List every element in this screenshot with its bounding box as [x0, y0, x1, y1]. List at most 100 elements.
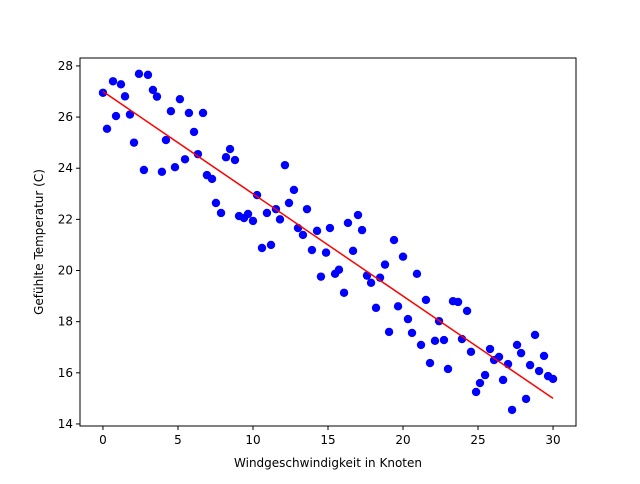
x-tick-label: 10: [245, 433, 260, 447]
scatter-point: [453, 297, 463, 307]
scatter-point: [193, 149, 203, 159]
scatter-point: [425, 358, 435, 368]
scatter-point: [302, 204, 312, 214]
scatter-point: [357, 225, 367, 235]
scatter-point: [230, 155, 240, 165]
scatter-point: [443, 364, 453, 374]
scatter-point: [516, 348, 526, 358]
scatter-point: [257, 243, 267, 253]
y-tick-label: 18: [58, 315, 73, 329]
scatter-point: [393, 302, 403, 311]
y-axis-label: Gefühlte Temperatur (C): [32, 169, 46, 315]
y-tick-label: 20: [58, 264, 73, 278]
scatter-point: [498, 375, 508, 385]
scatter-point: [530, 330, 540, 340]
scatter-point: [416, 340, 426, 350]
scatter-point: [143, 70, 153, 80]
scatter-point: [480, 370, 490, 380]
scatter-point: [343, 218, 353, 228]
scatter-point: [139, 165, 149, 175]
scatter-point: [321, 248, 331, 257]
scatter-point: [289, 185, 299, 195]
scatter-point: [262, 208, 272, 218]
scatter-point: [430, 336, 440, 346]
scatter-point: [248, 216, 258, 226]
fit-line: [102, 90, 554, 400]
scatter-point: [221, 153, 231, 162]
y-tick-label: 26: [58, 110, 73, 124]
scatter-point: [371, 303, 381, 313]
scatter-point: [184, 108, 194, 118]
scatter-point: [471, 387, 481, 397]
scatter-point: [466, 347, 476, 357]
scatter-point: [284, 198, 294, 208]
scatter-point: [384, 327, 394, 337]
scatter-point: [389, 235, 399, 245]
x-tick-label: 20: [395, 433, 410, 447]
scatter-point: [189, 127, 199, 137]
x-tick-label: 5: [174, 433, 182, 447]
scatter-point: [534, 366, 544, 376]
scatter-point: [380, 260, 390, 269]
scatter-point: [161, 135, 171, 145]
scatter-point: [134, 69, 144, 79]
scatter-point: [198, 108, 208, 118]
scatter-point: [211, 198, 221, 208]
y-tick-label: 14: [58, 417, 73, 431]
scatter-point: [421, 295, 431, 305]
scatter-point: [266, 240, 276, 250]
scatter-point: [129, 138, 139, 147]
scatter-point: [325, 223, 335, 233]
scatter-point: [507, 405, 517, 415]
x-tick-label: 15: [320, 433, 335, 447]
scatter-point: [216, 208, 226, 218]
scatter-point: [275, 215, 285, 224]
scatter-point: [280, 160, 290, 170]
x-tick-label: 30: [545, 433, 560, 447]
scatter-point: [339, 288, 349, 297]
y-tick-label: 28: [58, 59, 73, 73]
scatter-point: [98, 88, 108, 97]
scatter-point: [108, 77, 118, 86]
scatter-point: [485, 344, 495, 354]
scatter-point: [403, 314, 413, 324]
scatter-point: [148, 85, 158, 95]
scatter-point: [494, 352, 504, 362]
x-tick-label: 0: [99, 433, 107, 447]
scatter-point: [521, 394, 531, 404]
scatter-point: [225, 144, 235, 154]
scatter-point: [312, 226, 322, 236]
scatter-point: [152, 92, 162, 101]
scatter-point: [462, 306, 472, 316]
scatter-point: [539, 351, 549, 361]
x-axis-label: Windgeschwindigkeit in Knoten: [234, 456, 422, 470]
y-tick-label: 24: [58, 161, 73, 175]
scatter-point: [111, 111, 121, 121]
scatter-point: [348, 246, 358, 256]
scatter-point: [334, 265, 344, 274]
scatter-point: [243, 209, 253, 219]
scatter-point: [512, 340, 522, 350]
scatter-point: [102, 124, 112, 134]
scatter-point: [170, 162, 180, 172]
scatter-point: [353, 210, 363, 220]
scatter-point: [475, 378, 485, 388]
scatter-point: [307, 245, 317, 255]
scatter-point: [207, 174, 217, 184]
scatter-point: [180, 155, 190, 164]
scatter-point: [439, 335, 449, 345]
y-tick-label: 16: [58, 366, 73, 380]
scatter-point: [157, 167, 167, 177]
scatter-point: [175, 94, 185, 104]
scatter-point: [548, 374, 558, 384]
scatter-point: [412, 269, 422, 279]
scatter-point: [125, 110, 135, 119]
scatter-point: [116, 80, 126, 89]
scatter-point: [398, 252, 408, 261]
scatter-point: [298, 230, 308, 240]
x-tick-label: 25: [470, 433, 485, 447]
y-tick-label: 22: [58, 212, 73, 226]
scatter-point: [120, 92, 130, 101]
